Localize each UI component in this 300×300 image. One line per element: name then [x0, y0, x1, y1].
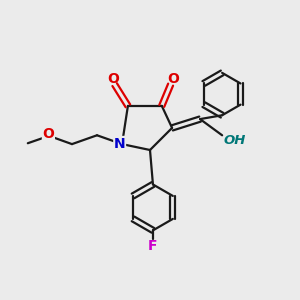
Text: N: N — [114, 136, 125, 151]
Text: O: O — [107, 72, 119, 86]
Text: O: O — [168, 72, 179, 86]
Text: F: F — [148, 239, 158, 253]
Text: O: O — [43, 127, 54, 140]
Text: OH: OH — [224, 134, 246, 147]
